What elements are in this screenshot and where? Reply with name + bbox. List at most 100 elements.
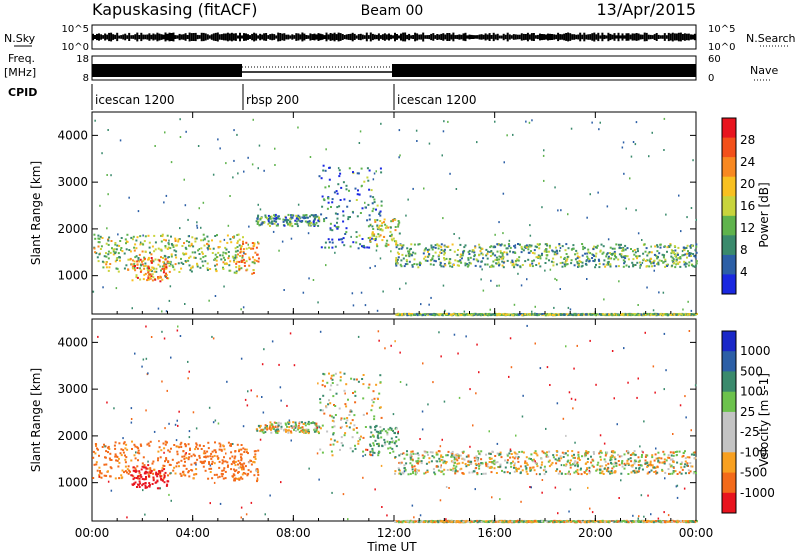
scatter-cell	[477, 462, 480, 465]
scatter-cell	[423, 472, 426, 475]
scatter-cell	[431, 248, 434, 251]
scatter-cell	[578, 262, 580, 265]
scatter-cell	[686, 244, 689, 247]
scatter-cell	[690, 255, 693, 257]
scatter-cell	[684, 261, 687, 264]
nsky-sample	[269, 34, 272, 40]
scatter-cell	[120, 247, 123, 249]
scatter-cell	[159, 474, 162, 477]
scatter-cell	[403, 464, 406, 467]
scatter-cell	[555, 470, 558, 472]
scatter-cell	[505, 251, 508, 254]
scatter-cell	[664, 260, 667, 263]
scatter-cell	[203, 450, 206, 453]
noise-cell	[196, 226, 199, 229]
scatter-cell	[399, 263, 402, 266]
scatter-cell	[603, 259, 606, 262]
scatter-cell	[228, 264, 231, 267]
scatter-cell	[235, 266, 238, 269]
scatter-cell	[545, 257, 548, 260]
scatter-cell	[291, 225, 294, 228]
scatter-cell	[394, 218, 397, 221]
scatter-cell	[277, 215, 280, 218]
scatter-cell	[162, 442, 165, 445]
scatter-cell	[395, 246, 398, 249]
noise-cell	[554, 186, 556, 189]
scatter-cell	[176, 445, 179, 448]
scatter-cell	[644, 250, 647, 253]
nsky-sample	[617, 32, 620, 42]
scatter-cell	[629, 457, 632, 460]
scatter-cell	[178, 446, 180, 449]
scatter-cell	[397, 467, 400, 470]
scatter-cell	[196, 447, 199, 450]
scatter-cell	[322, 164, 325, 167]
scatter-cell	[667, 454, 670, 457]
scatter-cell	[638, 255, 641, 258]
nsky-sample	[337, 32, 340, 42]
noise-cell	[131, 307, 133, 310]
scatter-cell	[576, 257, 579, 260]
scatter-cell	[638, 467, 641, 470]
scatter-cell	[490, 471, 493, 474]
scatter-cell	[515, 313, 518, 316]
scatter-cell	[134, 265, 136, 267]
scatter-cell	[400, 259, 403, 262]
scatter-cell	[255, 428, 258, 431]
scatter-cell	[356, 172, 359, 175]
noise-cell	[607, 238, 610, 241]
scatter-cell	[394, 456, 397, 458]
scatter-cell	[224, 258, 226, 261]
noise-cell	[243, 170, 245, 173]
scatter-cell	[241, 254, 244, 257]
scatter-cell	[207, 240, 210, 243]
scatter-cell	[251, 261, 254, 264]
scatter-cell	[124, 458, 127, 461]
scatter-cell	[262, 428, 265, 431]
scatter-cell	[276, 223, 279, 226]
noise-cell	[680, 230, 682, 233]
nsky-sample	[162, 34, 165, 40]
scatter-cell	[332, 416, 335, 419]
scatter-cell	[323, 220, 326, 223]
scatter-cell	[285, 423, 287, 426]
scatter-cell	[343, 389, 346, 392]
scatter-cell	[564, 464, 567, 467]
nsky-sample	[512, 34, 515, 40]
scatter-cell	[254, 450, 257, 453]
nsky-sample	[243, 33, 245, 41]
nsky-sample	[687, 33, 690, 41]
scatter-cell	[243, 264, 246, 267]
scatter-cell	[156, 480, 159, 483]
scatter-cell	[474, 312, 477, 315]
scatter-cell	[264, 431, 267, 434]
scatter-cell	[431, 313, 434, 316]
scatter-cell	[498, 454, 501, 457]
scatter-cell	[127, 465, 130, 468]
scatter-cell	[202, 452, 205, 455]
scatter-cell	[359, 243, 362, 246]
scatter-cell	[462, 450, 465, 453]
scatter-cell	[395, 440, 398, 443]
scatter-cell	[318, 175, 321, 178]
scatter-cell	[670, 313, 673, 316]
scatter-cell	[305, 430, 308, 433]
scatter-cell	[513, 457, 516, 460]
scatter-cell	[688, 254, 691, 257]
scatter-cell	[473, 312, 476, 315]
scatter-cell	[202, 465, 205, 468]
scatter-cell	[606, 467, 609, 470]
nsky-sample	[265, 33, 268, 41]
scatter-cell	[307, 431, 310, 433]
scatter-cell	[628, 313, 631, 316]
nsky-sample	[299, 34, 302, 40]
scatter-cell	[496, 259, 499, 261]
scatter-cell	[256, 217, 259, 220]
scatter-cell	[297, 219, 300, 222]
nsky-sample	[573, 34, 576, 40]
scatter-cell	[289, 217, 292, 220]
scatter-cell	[427, 250, 429, 253]
scatter-cell	[685, 262, 688, 265]
noise-cell	[170, 263, 172, 266]
scatter-cell	[400, 473, 403, 476]
